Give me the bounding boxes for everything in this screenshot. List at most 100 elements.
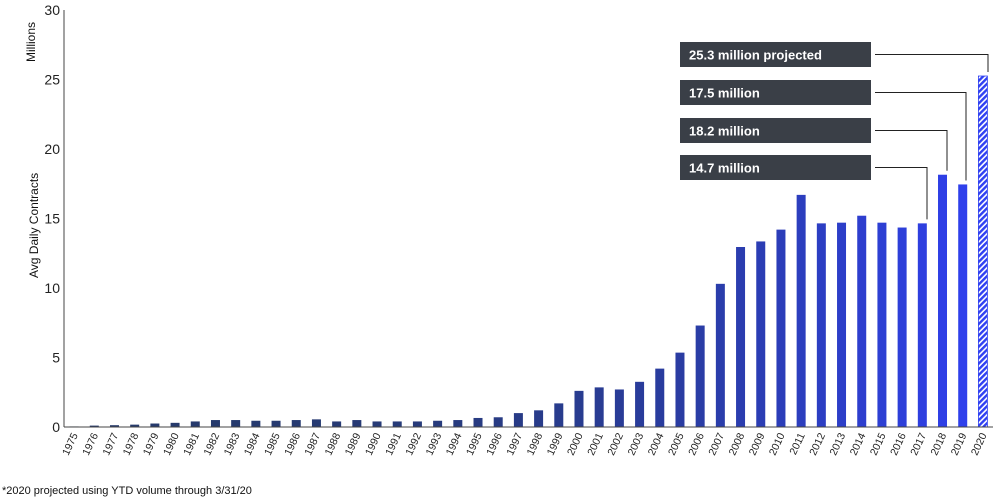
x-tick-label-1991: 1991 xyxy=(383,431,404,457)
bar-2007 xyxy=(715,283,725,427)
bar-1987 xyxy=(311,419,321,427)
x-tick-label-2019: 2019 xyxy=(949,431,970,457)
x-tick-label-1994: 1994 xyxy=(444,431,465,457)
x-tick-label-2013: 2013 xyxy=(827,431,848,457)
x-tick-label-1976: 1976 xyxy=(80,431,101,457)
bar-2004 xyxy=(655,368,665,427)
x-tick-label-1997: 1997 xyxy=(504,431,525,457)
bar-1993 xyxy=(433,420,443,427)
bar-1988 xyxy=(332,421,342,427)
callout-leader-2017 xyxy=(875,167,928,220)
y-axis-title: Avg Daily Contracts xyxy=(27,173,41,278)
x-tick-label-2018: 2018 xyxy=(928,431,949,457)
bar-1980 xyxy=(170,422,180,427)
x-tick-label-1998: 1998 xyxy=(525,431,546,457)
bar-2018 xyxy=(938,174,948,427)
x-tick-label-2004: 2004 xyxy=(646,431,667,457)
callouts-group: 25.3 million projected 17.5 million 18.2 m… xyxy=(680,42,989,220)
y-tick-label: 15 xyxy=(44,211,60,227)
x-tick-label-2005: 2005 xyxy=(666,431,687,457)
y-tick-label: 5 xyxy=(52,350,60,366)
bar-2013 xyxy=(837,222,847,427)
bar-1986 xyxy=(291,420,301,427)
bar-2008 xyxy=(736,247,746,427)
x-tick-label-1980: 1980 xyxy=(161,431,182,457)
bar-1999 xyxy=(554,403,564,427)
bar-1983 xyxy=(231,420,241,427)
bar-2012 xyxy=(816,223,826,427)
x-tick-label-2012: 2012 xyxy=(807,431,828,457)
bar-2014 xyxy=(857,215,867,427)
x-tick-label-2000: 2000 xyxy=(565,431,586,457)
bar-1989 xyxy=(352,420,362,427)
bar-2001 xyxy=(594,387,604,427)
bar-1984 xyxy=(251,420,261,427)
bar-1981 xyxy=(190,421,200,427)
bar-1994 xyxy=(453,420,463,427)
bar-2009 xyxy=(756,241,766,427)
x-tick-label-2020: 2020 xyxy=(969,431,990,457)
bars-group xyxy=(69,75,988,428)
x-tick-label-1986: 1986 xyxy=(282,431,303,457)
callout-leader-2020 xyxy=(875,54,989,73)
callout-text-2020: 25.3 million projected xyxy=(689,48,822,63)
bar-1977 xyxy=(109,425,119,427)
y-unit-label: Millions xyxy=(24,22,38,62)
x-tick-label-2001: 2001 xyxy=(585,431,606,457)
bar-1996 xyxy=(493,417,503,427)
bar-2003 xyxy=(635,381,645,427)
bar-1998 xyxy=(534,410,544,427)
callout-box-2018 xyxy=(680,118,871,143)
x-tick-label-2014: 2014 xyxy=(848,431,869,457)
bar-1992 xyxy=(412,421,422,427)
x-tick-label-2008: 2008 xyxy=(727,431,748,457)
x-tick-label-1999: 1999 xyxy=(545,431,566,457)
x-tick-label-1987: 1987 xyxy=(302,431,323,457)
y-tick-label: 20 xyxy=(44,141,60,157)
bar-1997 xyxy=(513,413,523,427)
bar-2006 xyxy=(695,325,705,427)
x-tick-label-1985: 1985 xyxy=(262,431,283,457)
bar-2000 xyxy=(574,390,584,427)
bar-1976 xyxy=(89,425,99,427)
x-axis: 1975 1976 1977 1978 1979 1980 1981 1982 1983 1984… xyxy=(60,426,993,457)
x-tick-label-1983: 1983 xyxy=(222,431,243,457)
x-tick-label-1978: 1978 xyxy=(121,431,142,457)
bar-2011 xyxy=(796,194,806,427)
x-tick-label-1992: 1992 xyxy=(403,431,424,457)
callout-leader-2019 xyxy=(875,92,967,181)
y-tick-label: 10 xyxy=(44,280,60,296)
x-tick-label-2003: 2003 xyxy=(626,431,647,457)
bar-1979 xyxy=(150,423,160,427)
y-tick-label: 25 xyxy=(44,72,60,88)
bar-2019 xyxy=(958,184,968,427)
x-tick-label-1984: 1984 xyxy=(242,431,263,457)
x-tick-label-1988: 1988 xyxy=(323,431,344,457)
x-tick-label-2002: 2002 xyxy=(605,431,626,457)
callout-text-2019: 17.5 million xyxy=(689,86,760,101)
x-tick-label-1990: 1990 xyxy=(363,431,384,457)
x-tick-label-1993: 1993 xyxy=(424,431,445,457)
x-tick-label-2015: 2015 xyxy=(868,431,889,457)
callout-box-2020 xyxy=(680,42,871,67)
y-tick-label: 0 xyxy=(52,419,60,435)
bar-1995 xyxy=(473,417,483,427)
x-tick-label-2006: 2006 xyxy=(686,431,707,457)
x-tick-label-2011: 2011 xyxy=(787,431,807,457)
callout-text-2017: 14.7 million xyxy=(689,161,760,176)
bar-1990 xyxy=(372,421,382,427)
x-tick-label-1996: 1996 xyxy=(484,431,505,457)
x-tick-label-2009: 2009 xyxy=(747,431,768,457)
bar-2020 xyxy=(978,75,988,428)
x-tick-label-2007: 2007 xyxy=(706,431,727,457)
x-tick-label-2016: 2016 xyxy=(888,431,909,457)
callout-leader-2018 xyxy=(875,130,948,171)
x-tick-label-1975: 1975 xyxy=(60,431,81,457)
bar-2015 xyxy=(877,222,887,427)
y-axis: 0 5 10 15 20 25 30 xyxy=(44,2,65,435)
callout-box-2019 xyxy=(680,80,871,105)
y-tick-label: 30 xyxy=(44,2,60,18)
bar-1985 xyxy=(271,420,281,427)
callout-box-2017 xyxy=(680,155,871,180)
